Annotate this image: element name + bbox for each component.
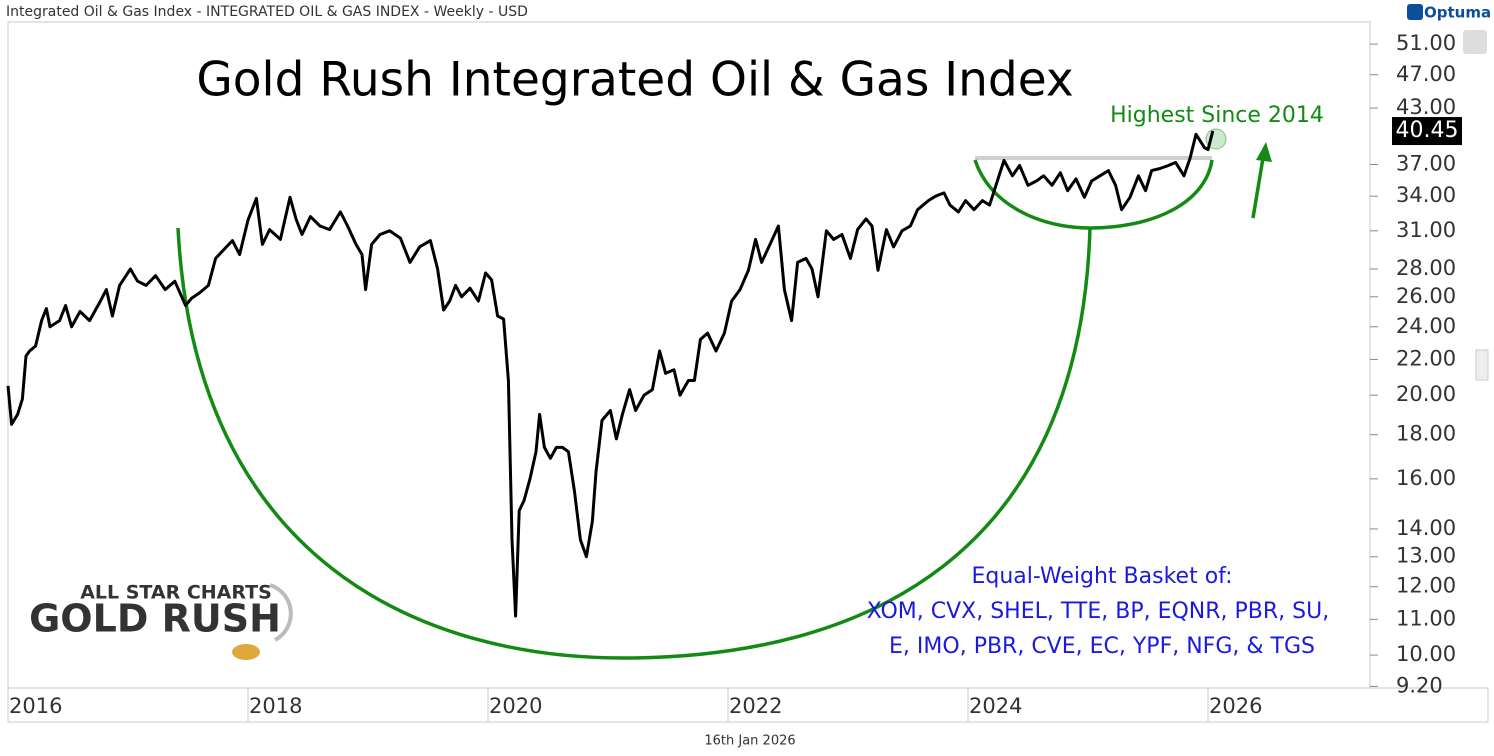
y-tick-label: 11.00	[1396, 606, 1456, 630]
y-tick-label: 10.00	[1396, 642, 1456, 666]
arrow-shaft	[1251, 157, 1265, 219]
y-tick-label: 43.00	[1396, 95, 1456, 119]
last-value-label: 40.45	[1396, 118, 1459, 143]
chart-title: Gold Rush Integrated Oil & Gas Index	[196, 53, 1073, 108]
y-tick-label: 26.00	[1396, 284, 1456, 308]
scroll-handle[interactable]	[1475, 349, 1489, 381]
last-value-box	[1392, 117, 1462, 146]
y-tick-label: 31.00	[1396, 218, 1456, 242]
y-tick-label: 16.00	[1396, 466, 1456, 490]
y-tick-label: 28.00	[1396, 256, 1456, 280]
watermark-ring	[269, 583, 293, 642]
y-tick-label: 9.20	[1396, 673, 1443, 697]
y-tick-label: 13.00	[1396, 544, 1456, 568]
note-line: XOM, CVX, SHEL, TTE, BP, EQNR, PBR, SU,	[867, 599, 1329, 624]
cup-arc	[176, 227, 1092, 660]
y-tick-label: 22.00	[1396, 346, 1456, 370]
brand-icon	[1407, 4, 1423, 20]
y-tick-label: 47.00	[1396, 62, 1456, 86]
x-tick-label: 2016	[9, 694, 62, 718]
price-line	[6, 130, 1215, 618]
y-tick-label: 14.00	[1396, 516, 1456, 540]
lock-button[interactable]	[1463, 30, 1487, 54]
y-tick-label: 20.00	[1396, 382, 1456, 406]
y-tick-label: 24.00	[1396, 314, 1456, 338]
handle-arc	[973, 159, 1214, 230]
watermark-line: GOLD RUSH	[29, 597, 281, 641]
x-tick-label: 2018	[249, 694, 302, 718]
x-tick-label: 2024	[969, 694, 1022, 718]
arrow-head	[1256, 142, 1272, 162]
y-tick-label: 37.00	[1396, 151, 1456, 175]
y-tick-label: 34.00	[1396, 183, 1456, 207]
x-tick-label: 2022	[729, 694, 782, 718]
note-line: Equal-Weight Basket of:	[971, 564, 1232, 589]
x-tick-label: 2026	[1209, 694, 1262, 718]
plot-frame	[7, 21, 1371, 689]
y-tick-label: 12.00	[1396, 574, 1456, 598]
watermark-line: ALL STAR CHARTS	[80, 582, 272, 604]
x-tick-label: 2020	[489, 694, 542, 718]
brand: Optuma	[1424, 4, 1491, 22]
y-tick-label: 51.00	[1396, 31, 1456, 55]
date-label: 16th Jan 2026	[704, 734, 795, 749]
note-line: E, IMO, PBR, CVE, EC, YPF, NFG, & TGS	[889, 634, 1315, 659]
watermark-nugget	[232, 644, 260, 660]
y-tick-label: 18.00	[1396, 422, 1456, 446]
callout: Highest Since 2014	[1110, 103, 1324, 128]
source-label: Integrated Oil & Gas Index - INTEGRATED …	[6, 4, 528, 20]
